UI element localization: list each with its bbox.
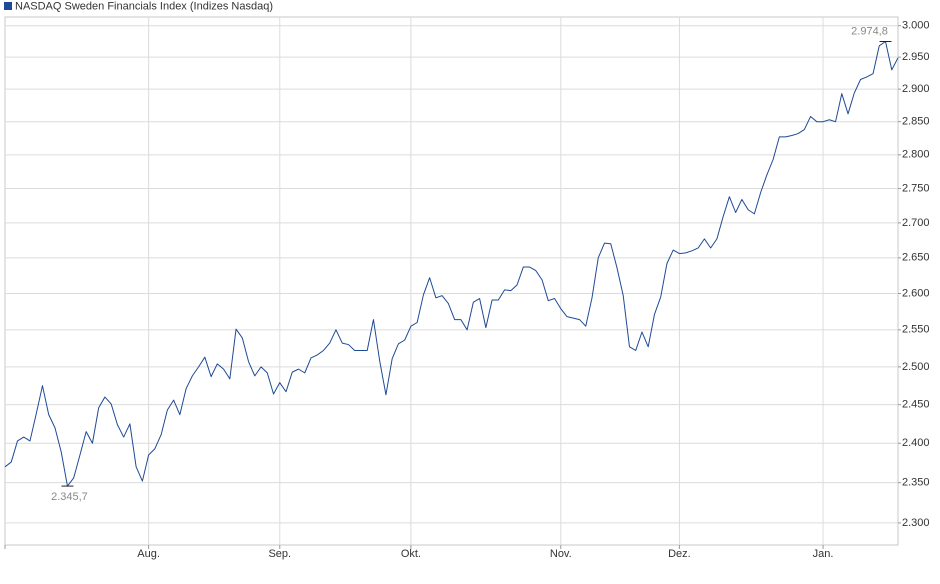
y-tick-label: 2.350 (902, 477, 930, 489)
y-tick-label: 2.750 (902, 182, 930, 194)
x-tick-label: Jan. (813, 548, 834, 560)
y-tick-label: 2.950 (902, 51, 930, 63)
y-tick-label: 2.650 (902, 252, 930, 264)
y-tick-label: 2.900 (902, 83, 930, 95)
y-tick-label: 2.550 (902, 324, 930, 336)
y-tick-label: 2.850 (902, 116, 930, 128)
y-tick-label: 2.700 (902, 217, 930, 229)
y-tick-label: 3.000 (902, 20, 930, 32)
x-tick-label: Dez. (668, 548, 691, 560)
y-tick-label: 2.450 (902, 399, 930, 411)
y-tick-label: 2.400 (902, 437, 930, 449)
x-tick-label: Sep. (268, 548, 291, 560)
x-tick-label: Nov. (550, 548, 572, 560)
x-tick-label: Aug. (137, 548, 160, 560)
series-line (4, 41, 899, 487)
value-label: 2.345,7 (51, 491, 88, 503)
y-tick-label: 2.300 (902, 517, 930, 529)
plot-area (4, 16, 899, 546)
value-label: 2.974,8 (851, 25, 888, 37)
y-tick-label: 2.600 (902, 287, 930, 299)
x-tick-label: Okt. (401, 548, 421, 560)
y-tick-label: 2.800 (902, 149, 930, 161)
legend-label: NASDAQ Sweden Financials Index (Indizes … (15, 0, 273, 12)
legend-swatch (4, 2, 12, 10)
y-tick-label: 2.500 (902, 361, 930, 373)
